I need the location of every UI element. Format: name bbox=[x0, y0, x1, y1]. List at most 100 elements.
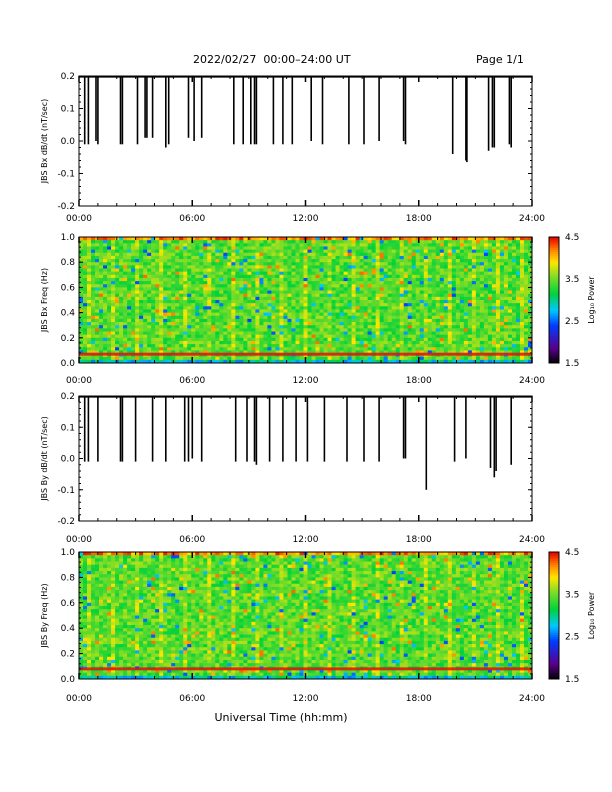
heatmap-cell bbox=[423, 274, 429, 279]
colorbar-swatch bbox=[549, 323, 559, 326]
heatmap-cell bbox=[295, 312, 300, 317]
colorbar-swatch bbox=[549, 348, 559, 351]
heatmap-cell bbox=[287, 255, 292, 260]
heatmap-cell bbox=[159, 274, 164, 279]
heatmap-cell bbox=[211, 243, 216, 247]
heatmap-cell bbox=[287, 322, 292, 326]
heatmap-cell bbox=[175, 340, 180, 345]
heatmap-cell bbox=[247, 262, 252, 266]
colorbar-swatch bbox=[549, 312, 559, 316]
heatmap-cell bbox=[91, 340, 96, 345]
heatmap-cell bbox=[195, 274, 200, 279]
heatmap-cell bbox=[195, 340, 200, 345]
heatmap-cell bbox=[483, 265, 489, 269]
heatmap-cell bbox=[507, 246, 513, 250]
heatmap-cell bbox=[243, 246, 248, 250]
heatmap-cell bbox=[195, 318, 200, 323]
heatmap-cell bbox=[411, 306, 417, 310]
heatmap-cell bbox=[239, 296, 244, 301]
heatmap-cell bbox=[83, 268, 88, 273]
heatmap-cell bbox=[239, 259, 244, 263]
heatmap-cell bbox=[467, 303, 473, 307]
heatmap-cell bbox=[375, 296, 381, 301]
heatmap-cell bbox=[279, 344, 284, 348]
heatmap-cell bbox=[395, 344, 401, 348]
heatmap-cell bbox=[419, 274, 425, 279]
heatmap-cell bbox=[87, 306, 92, 310]
heatmap-cell bbox=[431, 290, 437, 295]
heatmap-cell bbox=[403, 293, 409, 298]
heatmap-cell bbox=[439, 318, 445, 323]
heatmap-cell bbox=[211, 340, 216, 345]
heatmap-cell bbox=[247, 312, 252, 317]
heatmap-cell bbox=[99, 328, 104, 332]
heatmap-cell bbox=[423, 331, 429, 336]
heatmap-cell bbox=[359, 281, 365, 285]
heatmap-cell bbox=[379, 309, 385, 313]
heatmap-cell bbox=[223, 325, 228, 329]
heatmap-cell bbox=[503, 303, 509, 307]
heatmap-cell bbox=[107, 259, 112, 263]
heatmap-cell bbox=[111, 318, 116, 323]
heatmap-cell bbox=[391, 350, 397, 354]
heatmap-cell bbox=[383, 290, 389, 295]
heatmap-cell bbox=[415, 296, 421, 301]
heatmap-cell bbox=[395, 271, 401, 276]
heatmap-cell bbox=[463, 243, 469, 247]
heatmap-cell bbox=[323, 356, 328, 361]
heatmap-cell bbox=[451, 340, 457, 345]
heatmap-cell bbox=[195, 265, 200, 269]
heatmap-cell bbox=[295, 334, 300, 339]
heatmap-cell bbox=[431, 277, 437, 282]
heatmap-cell bbox=[123, 284, 128, 288]
heatmap-cell bbox=[235, 306, 240, 310]
heatmap-cell bbox=[211, 312, 216, 317]
heatmap-cell bbox=[307, 277, 312, 282]
heatmap-cell bbox=[443, 287, 449, 291]
heatmap-cell bbox=[123, 306, 128, 310]
heatmap-cell bbox=[363, 318, 369, 323]
heatmap-cell bbox=[163, 277, 168, 282]
heatmap-cell bbox=[399, 274, 405, 279]
heatmap-cell bbox=[87, 274, 92, 279]
heatmap-cell bbox=[427, 312, 433, 317]
heatmap-cell bbox=[275, 315, 280, 320]
heatmap-cell bbox=[275, 359, 280, 364]
heatmap-cell bbox=[355, 243, 361, 247]
heatmap-cell bbox=[527, 281, 533, 285]
heatmap-cell bbox=[451, 322, 457, 326]
heatmap-cell bbox=[363, 331, 369, 336]
heatmap-cell bbox=[319, 337, 324, 342]
heatmap-cell bbox=[87, 265, 92, 269]
colorbar-swatch bbox=[549, 268, 559, 271]
heatmap-cell bbox=[375, 262, 381, 266]
heatmap-cell bbox=[219, 252, 224, 257]
heatmap-cell bbox=[455, 237, 461, 241]
heatmap-cell bbox=[391, 290, 397, 295]
heatmap-cell bbox=[291, 331, 296, 336]
heatmap-cell bbox=[211, 237, 216, 241]
heatmap-cell bbox=[99, 290, 104, 295]
heatmap-cell bbox=[79, 243, 84, 247]
heatmap-cell bbox=[375, 246, 381, 250]
heatmap-cell bbox=[183, 246, 188, 250]
heatmap-cell bbox=[159, 322, 164, 326]
heatmap-cell bbox=[135, 249, 140, 254]
heatmap-cell bbox=[187, 322, 192, 326]
heatmap-cell bbox=[171, 274, 176, 279]
heatmap-cell bbox=[135, 290, 140, 295]
heatmap-cell bbox=[371, 356, 377, 361]
heatmap-cell bbox=[479, 318, 485, 323]
heatmap-cell bbox=[227, 315, 232, 320]
heatmap-cell bbox=[239, 312, 244, 317]
heatmap-cell bbox=[323, 312, 328, 317]
heatmap-cell bbox=[79, 322, 84, 326]
heatmap-cell bbox=[115, 340, 120, 345]
heatmap-cell bbox=[79, 300, 84, 304]
heatmap-cell bbox=[263, 265, 268, 269]
heatmap-cell bbox=[367, 337, 373, 342]
heatmap-cell bbox=[471, 325, 477, 329]
heatmap-cell bbox=[131, 325, 136, 329]
heatmap-cell bbox=[387, 240, 393, 244]
